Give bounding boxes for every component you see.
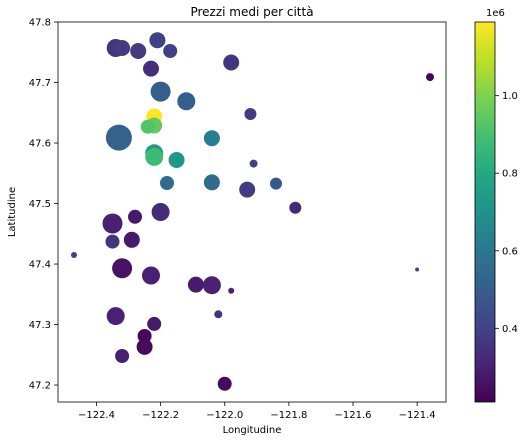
x-tick-label: −122.4: [78, 410, 115, 421]
scatter-point: [203, 276, 221, 294]
y-tick-label: 47.5: [29, 199, 51, 210]
scatter-points: [71, 32, 434, 391]
x-tick-label: −122.0: [206, 410, 243, 421]
scatter-point: [244, 108, 256, 120]
scatter-point: [142, 267, 160, 285]
x-tick-label: −121.4: [399, 410, 436, 421]
scatter-point: [239, 182, 255, 198]
scatter-point: [188, 277, 204, 293]
scatter-point: [124, 232, 140, 248]
x-axis-label: Longitudine: [223, 425, 282, 436]
y-tick-label: 47.3: [29, 320, 51, 331]
scatter-point: [145, 148, 163, 166]
scatter-point: [114, 40, 130, 56]
colorbar-tick-label: 0.8: [502, 169, 518, 180]
scatter-point: [115, 349, 129, 363]
scatter-point: [107, 307, 125, 325]
chart-title: Prezzi medi per città: [190, 5, 313, 19]
colorbar: [475, 22, 495, 402]
scatter-point: [112, 258, 132, 278]
scatter-point: [160, 176, 174, 190]
colorbar-tick-label: 0.6: [502, 246, 518, 257]
scatter-point: [204, 130, 220, 146]
plot-frame: [58, 22, 446, 402]
scatter-point: [137, 339, 153, 355]
scatter-point: [149, 32, 165, 48]
y-axis-label: Latitudine: [7, 187, 18, 237]
colorbar-tick-label: 1.0: [502, 91, 518, 102]
scatter-point: [141, 120, 155, 134]
x-tick-label: −121.6: [335, 410, 372, 421]
x-tick-label: −122.2: [142, 410, 179, 421]
colorbar-ticks: 0.4 0.6 0.8 1.0: [495, 91, 518, 335]
scatter-point: [71, 252, 77, 258]
scatter-point: [426, 73, 434, 81]
scatter-point: [152, 203, 170, 221]
scatter-point: [214, 310, 222, 318]
y-tick-label: 47.4: [29, 260, 51, 271]
scatter-point: [270, 178, 282, 190]
scatter-point: [106, 235, 120, 249]
scatter-point: [130, 43, 146, 59]
colorbar-tick-label: 0.4: [502, 324, 518, 335]
scatter-point: [204, 174, 220, 190]
scatter-point: [228, 288, 234, 294]
x-axis: −122.4 −122.2 −122.0 −121.8 −121.6 −121.4: [78, 402, 436, 421]
scatter-point: [223, 55, 239, 71]
scatter-point: [218, 377, 232, 391]
scatter-point: [169, 152, 185, 168]
scatter-point: [177, 92, 195, 110]
y-tick-label: 47.8: [29, 18, 51, 29]
y-axis: 47.2 47.3 47.4 47.5 47.6 47.7 47.8: [29, 18, 58, 392]
scatter-point: [143, 61, 159, 77]
x-tick-label: −121.8: [270, 410, 307, 421]
scatter-point: [289, 202, 301, 214]
scatter-point: [250, 160, 258, 168]
y-tick-label: 47.6: [29, 139, 51, 150]
y-tick-label: 47.7: [29, 78, 51, 89]
scatter-point: [415, 268, 419, 272]
scatter-point: [151, 82, 171, 102]
scatter-point: [106, 125, 132, 151]
scatter-point: [128, 210, 142, 224]
scatter-point: [147, 317, 161, 331]
scatter-point: [163, 44, 177, 58]
scatter-point: [103, 214, 123, 234]
y-tick-label: 47.2: [29, 381, 51, 392]
colorbar-offset-label: 1e6: [486, 8, 505, 19]
